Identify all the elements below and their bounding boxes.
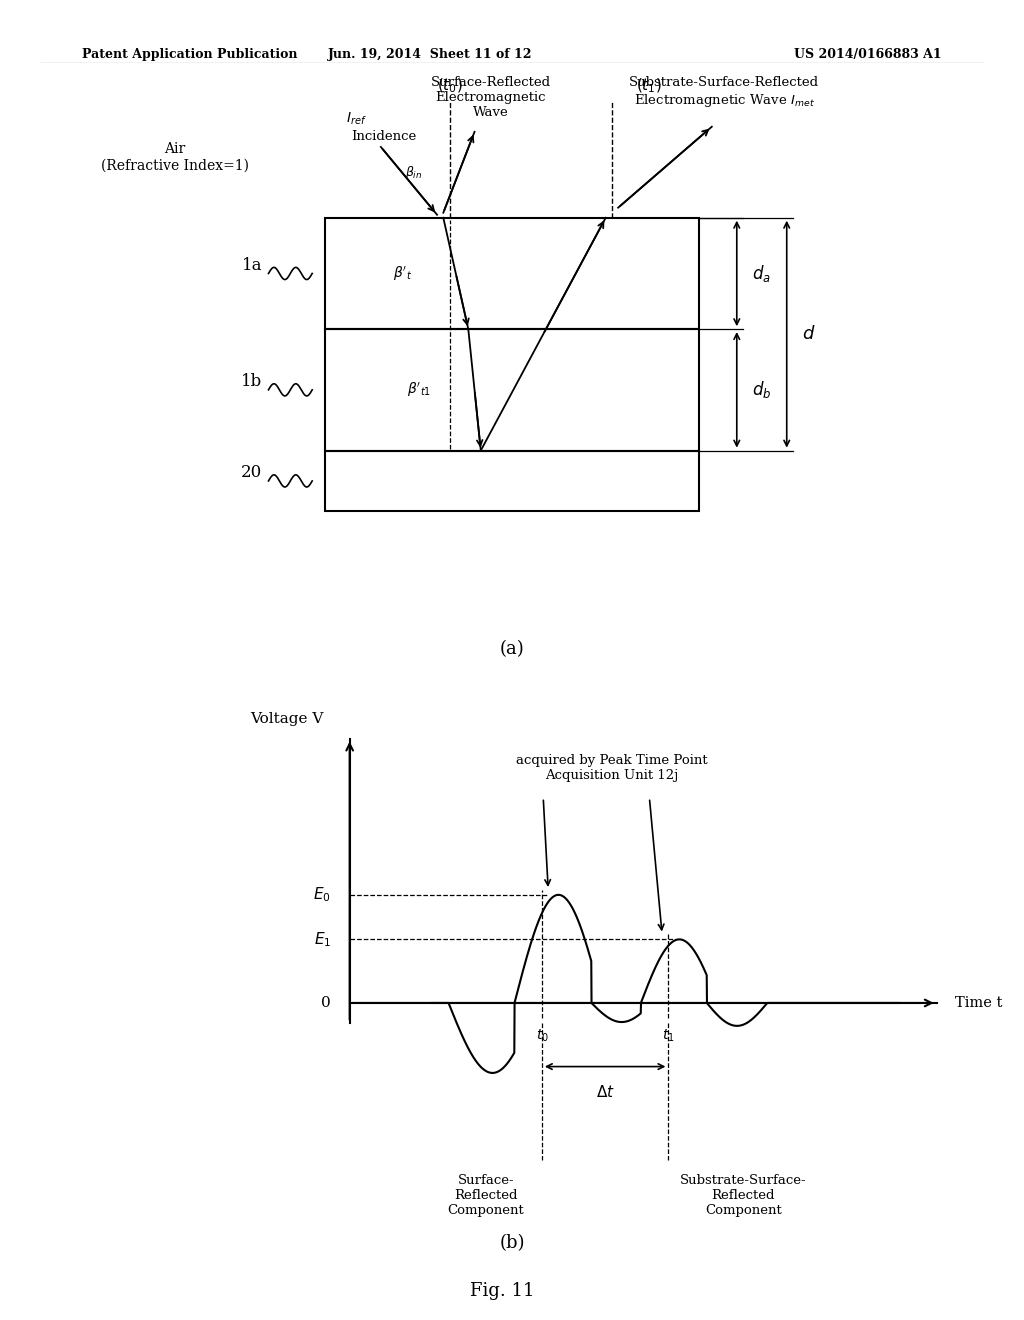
Text: (a): (a) xyxy=(500,640,524,659)
Text: 1b: 1b xyxy=(241,374,262,391)
Text: $E_0$: $E_0$ xyxy=(313,886,331,904)
Text: $\beta'_{t1}$: $\beta'_{t1}$ xyxy=(407,380,431,399)
Text: 1a: 1a xyxy=(242,257,262,273)
Text: $d_a$: $d_a$ xyxy=(752,263,771,284)
Text: $I_{ref}$: $I_{ref}$ xyxy=(345,111,367,127)
Text: Surface-
Reflected
Component: Surface- Reflected Component xyxy=(447,1175,524,1217)
Text: $t_0$: $t_0$ xyxy=(536,1027,549,1044)
Text: $(t_0)$: $(t_0)$ xyxy=(436,77,463,95)
Text: Jun. 19, 2014  Sheet 11 of 12: Jun. 19, 2014 Sheet 11 of 12 xyxy=(328,48,532,61)
Text: Air
(Refractive Index=1): Air (Refractive Index=1) xyxy=(100,143,249,172)
Text: Incidence: Incidence xyxy=(351,129,416,143)
Text: $\beta'_t$: $\beta'_t$ xyxy=(393,264,412,282)
Bar xyxy=(325,218,699,329)
Text: Patent Application Publication: Patent Application Publication xyxy=(82,48,297,61)
Text: 0: 0 xyxy=(322,997,331,1010)
Text: $d_b$: $d_b$ xyxy=(752,379,771,400)
Bar xyxy=(325,329,699,450)
Text: $\Delta t$: $\Delta t$ xyxy=(596,1084,614,1100)
Bar xyxy=(325,450,699,511)
Text: $d$: $d$ xyxy=(802,325,815,343)
Text: 20: 20 xyxy=(241,465,262,482)
Text: $t_1$: $t_1$ xyxy=(662,1027,675,1044)
Text: Time t: Time t xyxy=(955,997,1002,1010)
Text: Surface-Reflected
Electromagnetic
Wave: Surface-Reflected Electromagnetic Wave xyxy=(431,77,551,119)
Text: Substrate-Surface-Reflected
Electromagnetic Wave $I_{met}$: Substrate-Surface-Reflected Electromagne… xyxy=(629,77,819,108)
Text: $(t_1)$: $(t_1)$ xyxy=(637,77,663,95)
Text: (b): (b) xyxy=(500,1234,524,1253)
Text: Voltage V: Voltage V xyxy=(250,713,324,726)
Text: $\beta_{in}$: $\beta_{in}$ xyxy=(404,164,422,181)
Text: Fig. 11: Fig. 11 xyxy=(470,1282,534,1300)
Text: acquired by Peak Time Point
Acquisition Unit 12j: acquired by Peak Time Point Acquisition … xyxy=(516,754,708,783)
Text: Substrate-Surface-
Reflected
Component: Substrate-Surface- Reflected Component xyxy=(680,1175,807,1217)
Text: US 2014/0166883 A1: US 2014/0166883 A1 xyxy=(795,48,942,61)
Text: $E_1$: $E_1$ xyxy=(313,931,331,949)
